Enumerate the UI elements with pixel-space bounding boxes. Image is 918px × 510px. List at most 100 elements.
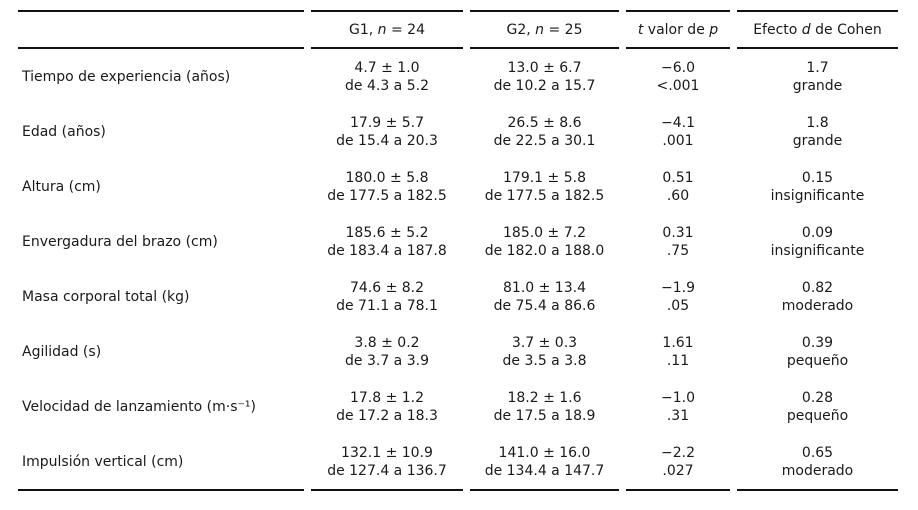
t-value: −6.0 bbox=[661, 59, 695, 76]
table-body: Tiempo de experiencia (años) 4.7 ± 1.0 de… bbox=[18, 49, 898, 491]
row-label: Masa corporal total (kg) bbox=[22, 288, 190, 305]
effect-magnitude: pequeño bbox=[786, 352, 849, 369]
mean-sd: 185.0 ± 7.2 bbox=[503, 224, 586, 241]
t-p-cell: 0.51.60 bbox=[626, 159, 730, 214]
t-value: 1.61 bbox=[662, 334, 694, 351]
header-empty-cell bbox=[18, 10, 304, 49]
header-g2-n-italic: n bbox=[535, 21, 545, 38]
p-value: .60 bbox=[666, 187, 690, 204]
ci-range: de 15.4 a 20.3 bbox=[336, 132, 438, 149]
g2-cell: 81.0 ± 13.4 de 75.4 a 86.6 bbox=[470, 269, 619, 324]
header-g1-count: = 24 bbox=[386, 21, 425, 38]
row-label: Velocidad de lanzamiento (m·s⁻¹) bbox=[22, 398, 256, 415]
mean-sd: 74.6 ± 8.2 bbox=[349, 279, 425, 296]
table-row-throwing-velocity: Velocidad de lanzamiento (m·s⁻¹) 17.8 ± … bbox=[18, 379, 898, 434]
table-row-experience: Tiempo de experiencia (años) 4.7 ± 1.0 de… bbox=[18, 49, 898, 104]
t-p-cell: −2.2.027 bbox=[626, 434, 730, 491]
d-value: 0.15 bbox=[801, 169, 834, 186]
mean-sd: 26.5 ± 8.6 bbox=[507, 114, 582, 131]
header-tp-text: valor de bbox=[643, 21, 710, 38]
group-comparison-table: G1, n = 24 G2, n = 25 t valor de p Efect… bbox=[11, 10, 905, 491]
p-value: .31 bbox=[666, 407, 690, 424]
header-t-italic: t bbox=[637, 21, 644, 38]
effect-magnitude: insignificante bbox=[770, 242, 865, 259]
effect-magnitude: pequeño bbox=[786, 407, 849, 424]
g1-cell: 4.7 ± 1.0 de 4.3 a 5.2 bbox=[311, 49, 463, 104]
mean-sd: 179.1 ± 5.8 bbox=[503, 169, 586, 186]
g2-cell: 141.0 ± 16.0 de 134.4 a 147.7 bbox=[470, 434, 619, 491]
header-effect-text: Efecto bbox=[753, 21, 802, 38]
header-cohen-d: Efecto d de Cohen bbox=[737, 10, 898, 49]
header-g2-text: G2, bbox=[506, 21, 536, 38]
g1-cell: 180.0 ± 5.8 de 177.5 a 182.5 bbox=[311, 159, 463, 214]
t-value: −4.1 bbox=[661, 114, 695, 131]
g1-cell: 74.6 ± 8.2 de 71.1 a 78.1 bbox=[311, 269, 463, 324]
header-p-italic: p bbox=[709, 21, 719, 38]
effect-magnitude: grande bbox=[792, 132, 843, 149]
t-value: −2.2 bbox=[661, 444, 695, 461]
t-p-cell: 0.31.75 bbox=[626, 214, 730, 269]
d-value: 0.39 bbox=[801, 334, 834, 351]
g2-cell: 179.1 ± 5.8 de 177.5 a 182.5 bbox=[470, 159, 619, 214]
header-g1: G1, n = 24 bbox=[311, 10, 463, 49]
effect-magnitude: moderado bbox=[781, 462, 854, 479]
d-value: 1.8 bbox=[806, 114, 829, 131]
header-row: G1, n = 24 G2, n = 25 t valor de p Efect… bbox=[18, 10, 898, 49]
mean-sd: 4.7 ± 1.0 bbox=[354, 59, 420, 76]
mean-sd: 81.0 ± 13.4 bbox=[503, 279, 586, 296]
mean-sd: 3.7 ± 0.3 bbox=[511, 334, 578, 351]
row-label: Impulsión vertical (cm) bbox=[18, 434, 304, 491]
mean-sd: 17.9 ± 5.7 bbox=[349, 114, 425, 131]
p-value: .05 bbox=[666, 297, 690, 314]
ci-range: de 17.5 a 18.9 bbox=[493, 407, 596, 424]
mean-sd: 13.0 ± 6.7 bbox=[507, 59, 582, 76]
header-g2: G2, n = 25 bbox=[470, 10, 619, 49]
t-p-cell: 1.61.11 bbox=[626, 324, 730, 379]
ci-range: de 17.2 a 18.3 bbox=[336, 407, 438, 424]
row-label: Tiempo de experiencia (años) bbox=[22, 68, 231, 85]
p-value: <.001 bbox=[656, 77, 700, 94]
ci-range: de 75.4 a 86.6 bbox=[493, 297, 596, 314]
row-label: Altura (cm) bbox=[22, 178, 101, 195]
g2-cell: 26.5 ± 8.6 de 22.5 a 30.1 bbox=[470, 104, 619, 159]
header-effect-text2: de Cohen bbox=[810, 21, 882, 38]
table-header: G1, n = 24 G2, n = 25 t valor de p Efect… bbox=[18, 10, 898, 49]
ci-range: de 10.2 a 15.7 bbox=[493, 77, 596, 94]
p-value: .75 bbox=[666, 242, 690, 259]
table-row-agility: Agilidad (s) 3.8 ± 0.2 de 3.7 a 3.9 3.7 ±… bbox=[18, 324, 898, 379]
effect-magnitude: moderado bbox=[781, 297, 854, 314]
mean-sd: 141.0 ± 16.0 bbox=[498, 444, 591, 461]
table-row-age: Edad (años) 17.9 ± 5.7 de 15.4 a 20.3 26.… bbox=[18, 104, 898, 159]
g2-cell: 185.0 ± 7.2 de 182.0 a 188.0 bbox=[470, 214, 619, 269]
ci-range: de 4.3 a 5.2 bbox=[345, 77, 429, 94]
row-label: Edad (años) bbox=[22, 123, 106, 140]
table-row-body-mass: Masa corporal total (kg) 74.6 ± 8.2 de 71… bbox=[18, 269, 898, 324]
mean-sd: 132.1 ± 10.9 bbox=[341, 444, 433, 461]
ci-range: de 71.1 a 78.1 bbox=[336, 297, 438, 314]
d-value: 0.65 bbox=[801, 444, 834, 461]
t-value: −1.9 bbox=[661, 279, 695, 296]
header-t-p-value: t valor de p bbox=[626, 10, 730, 49]
table-row-height: Altura (cm) 180.0 ± 5.8 de 177.5 a 182.5 … bbox=[18, 159, 898, 214]
table-row-vertical-jump: Impulsión vertical (cm) 132.1 ± 10.9 de 1… bbox=[18, 434, 898, 491]
row-label: Agilidad (s) bbox=[22, 343, 102, 360]
t-value: −1.0 bbox=[661, 389, 695, 406]
ci-range: de 183.4 a 187.8 bbox=[327, 242, 447, 259]
ci-range: de 177.5 a 182.5 bbox=[484, 187, 605, 204]
ci-range: de 3.5 a 3.8 bbox=[502, 352, 587, 369]
g1-cell: 185.6 ± 5.2 de 183.4 a 187.8 bbox=[311, 214, 463, 269]
g2-cell: 3.7 ± 0.3 de 3.5 a 3.8 bbox=[470, 324, 619, 379]
mean-sd: 185.6 ± 5.2 bbox=[345, 224, 429, 241]
ci-range: de 22.5 a 30.1 bbox=[493, 132, 596, 149]
t-value: 0.51 bbox=[662, 169, 694, 186]
d-value: 0.82 bbox=[801, 279, 834, 296]
paper-table-page: G1, n = 24 G2, n = 25 t valor de p Efect… bbox=[11, 10, 905, 491]
effect-cell: 0.28 pequeño bbox=[737, 379, 898, 434]
table-row-arm-span: Envergadura del brazo (cm) 185.6 ± 5.2 de… bbox=[18, 214, 898, 269]
p-value: .001 bbox=[662, 132, 694, 149]
mean-sd: 18.2 ± 1.6 bbox=[507, 389, 582, 406]
row-label: Envergadura del brazo (cm) bbox=[22, 233, 218, 250]
t-p-cell: −6.0 <.001 bbox=[626, 49, 730, 104]
effect-cell: 0.15 insignificante bbox=[737, 159, 898, 214]
effect-cell: 0.39 pequeño bbox=[737, 324, 898, 379]
